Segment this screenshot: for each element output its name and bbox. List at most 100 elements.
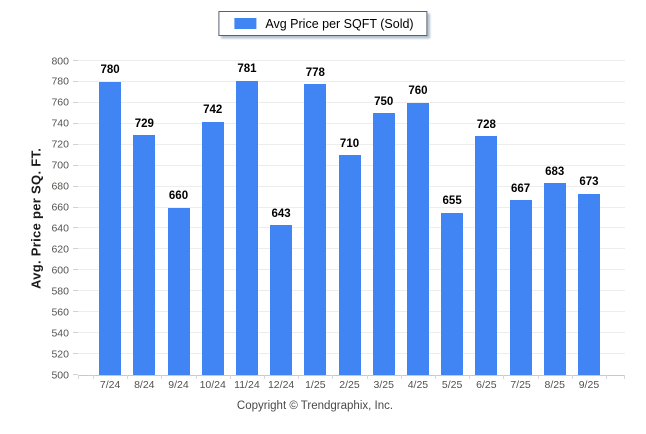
bar-value-label: 667 [510,182,531,195]
bar-value-label: 742 [203,104,223,117]
y-tick-mark [73,122,78,124]
bar-6/25 [475,136,498,375]
y-tick-mark [73,206,78,208]
copyright-text: Copyright © Trendgraphix, Inc. [236,400,394,412]
y-tick-label: 580 [51,285,69,298]
bar-value-label: 780 [100,64,120,77]
bar-slot: 683 [538,61,572,375]
y-tick-label: 780 [51,75,69,88]
y-tick-label: 720 [51,138,69,151]
legend-swatch [234,18,257,29]
y-tick-label: 540 [51,326,69,339]
x-tick-mark [400,375,402,379]
y-tick-label: 680 [51,180,69,193]
bar-9/25 [577,193,600,375]
y-tick-mark [73,101,78,103]
plot-area: 500 520 540 560 580 600 620 640 660 680 700 720 740 7… [51,56,625,380]
x-tick-label: 10/24 [199,379,226,391]
bar-slot: 673 [572,61,606,375]
bar-slot: 780 [93,61,127,375]
y-tick-mark [73,290,78,292]
x-tick-mark [469,375,471,379]
bar-9/24 [167,207,190,375]
bar-slot: 760 [401,61,435,375]
x-tick-mark [435,375,436,379]
y-tick-mark [73,332,78,334]
y-tick-mark [73,227,78,229]
y-tick-label: 620 [51,243,69,256]
x-tick-label: 9/24 [168,379,189,391]
gridline [78,143,625,145]
bar-slot: 778 [298,61,332,375]
x-tick-mark [264,375,265,379]
x-tick-mark [503,375,505,379]
gridline [78,80,625,82]
x-tick-label: 9/25 [578,379,600,391]
y-tick-label: 500 [51,368,69,381]
x-tick-mark [298,375,300,379]
x-tick-label: 6/25 [476,379,497,391]
bar-5/25 [441,212,464,375]
bar-slot: 750 [367,61,401,375]
bar-value-label: 710 [339,137,360,150]
bar-3/25 [372,113,395,375]
bar-slot: 660 [161,61,195,375]
bar-value-label: 760 [408,85,428,98]
y-tick-label: 520 [51,347,69,360]
bar-slot: 710 [332,61,366,375]
bar-value-label: 729 [134,117,154,130]
legend: Avg Price per SQFT (Sold) [218,11,428,36]
y-tick-label: 740 [51,117,69,130]
bar-slot: 742 [196,61,230,375]
bar-7/24 [99,81,122,375]
y-tick-mark [73,185,78,187]
bar-7/25 [509,200,532,375]
gridline [78,101,625,103]
bar-value-label: 673 [579,176,599,189]
y-tick-mark [73,353,78,355]
y-tick-mark [73,60,78,61]
bar-1/25 [304,84,327,375]
bar-8/25 [543,183,566,375]
bar-4/25 [406,102,429,375]
bar-slot: 655 [435,61,469,375]
y-tick-mark [73,143,78,145]
bar-slot: 781 [230,61,264,375]
x-tick-label: 12/24 [267,379,295,391]
y-tick-mark [73,311,78,313]
x-tick-label: 7/24 [99,379,121,391]
y-tick-mark [73,374,78,375]
y-tick-mark [73,248,78,250]
y-tick-mark [73,164,78,166]
bar-8/24 [133,135,156,375]
gridline [78,60,625,61]
y-axis-title: Avg. Price per SQ. FT. [28,147,44,289]
x-tick-label: 2/25 [339,379,360,391]
x-tick-label: 8/25 [544,379,565,391]
x-tick-mark [571,375,573,379]
x-tick-mark [332,375,334,379]
x-tick-label: 5/25 [441,379,463,391]
gridline [78,122,625,124]
bar-value-label: 655 [442,195,462,208]
bar-slot: 643 [264,61,298,375]
y-tick-mark [73,269,78,271]
y-tick-label: 660 [51,201,69,214]
y-tick-label: 800 [51,54,69,67]
bar-value-label: 781 [237,63,257,76]
y-tick-label: 640 [51,222,69,235]
y-tick-label: 700 [51,159,69,172]
bar-slot: 728 [469,61,503,375]
x-tick-label: 4/25 [407,379,429,391]
x-tick-mark [537,375,539,379]
bar-value-label: 643 [271,207,291,220]
bar-slot: 729 [127,61,161,375]
bar-value-label: 778 [305,66,325,79]
bar-value-label: 660 [168,190,189,203]
bar-value-label: 683 [545,165,565,178]
bar-2/25 [338,155,361,375]
x-tick-label: 1/25 [305,379,326,391]
y-tick-label: 760 [51,96,69,109]
bar-10/24 [201,121,224,375]
